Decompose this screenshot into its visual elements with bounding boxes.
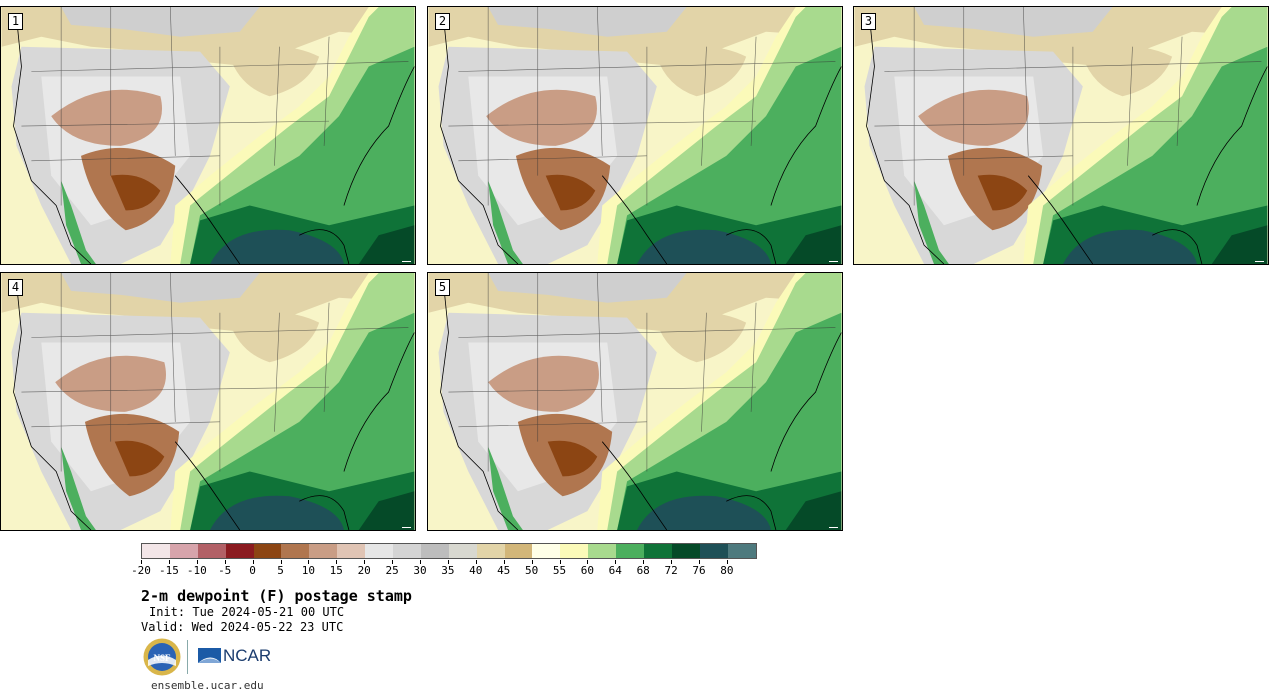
colorbar-tick-label: 5 xyxy=(277,564,284,577)
dewpoint-map-2 xyxy=(428,7,842,264)
colorbar-tick-label: 40 xyxy=(469,564,483,577)
dewpoint-map-4 xyxy=(1,273,415,530)
colorbar-tick xyxy=(141,560,142,564)
colorbar-tick-label: 30 xyxy=(413,564,427,577)
colorbar-tick xyxy=(503,560,505,564)
colorbar-tick-label: 64 xyxy=(608,564,622,577)
postage-stamp-panel-4: 4 xyxy=(0,272,416,531)
dewpoint-map-1 xyxy=(1,7,415,264)
panel-number: 1 xyxy=(8,13,23,30)
colorbar-swatch xyxy=(393,544,421,558)
nsf-logo-icon: NSF xyxy=(143,638,181,676)
colorbar-tick xyxy=(699,560,700,564)
colorbar-tick xyxy=(726,560,728,564)
colorbar-swatch xyxy=(337,544,366,558)
panel-number: 4 xyxy=(8,279,23,296)
logo-divider xyxy=(187,640,188,674)
colorbar-tick xyxy=(196,560,198,564)
colorbar-tick-label: 25 xyxy=(385,564,399,577)
colorbar-tick-label: 20 xyxy=(357,564,371,577)
colorbar-tick-label: 35 xyxy=(441,564,455,577)
colorbar-tick-label: 72 xyxy=(664,564,678,577)
colorbar-tick-label: -20 xyxy=(131,564,151,577)
colorbar-tick xyxy=(308,560,310,564)
postage-stamp-panel-5: 5 xyxy=(427,272,843,531)
colorbar-swatch xyxy=(420,544,449,558)
colorbar-swatch xyxy=(169,544,198,558)
colorbar-tick-label: 45 xyxy=(497,564,511,577)
colorbar-tick xyxy=(671,560,673,564)
colorbar-tick-label: 76 xyxy=(692,564,706,577)
colorbar-tick-label: -5 xyxy=(218,564,232,577)
colorbar-swatch xyxy=(309,544,338,558)
dewpoint-map-3 xyxy=(854,7,1268,264)
colorbar-tick-label: 50 xyxy=(524,564,539,577)
panel-number: 5 xyxy=(435,279,450,296)
valid-time: Valid: Wed 2024-05-22 23 UTC xyxy=(141,620,344,634)
colorbar-tick-label: 15 xyxy=(329,564,343,577)
postage-stamp-panel-2: 2 xyxy=(427,6,843,265)
postage-stamp-panel-3: 3 xyxy=(853,6,1269,265)
colorbar-swatch xyxy=(532,544,561,558)
panel-number: 2 xyxy=(435,13,450,30)
colorbar-tick-label: -15 xyxy=(158,564,179,577)
colorbar-tick xyxy=(447,560,449,564)
colorbar-tick xyxy=(643,560,645,564)
colorbar-tick xyxy=(252,560,254,564)
colorbar-swatch xyxy=(281,544,310,558)
colorbar-ticks: -20 -15 -10 -5 0 5 10 15 20 25 30 35 40 45 50 55 60 64 68 7… xyxy=(0,560,800,580)
colorbar-swatch xyxy=(504,544,533,558)
colorbar-swatch xyxy=(476,544,505,558)
colorbar-tick-label: 68 xyxy=(636,564,650,577)
colorbar-tick xyxy=(587,560,589,564)
colorbar-tick xyxy=(364,560,366,564)
colorbar-swatch xyxy=(448,544,477,558)
colorbar-tick-label: 0 xyxy=(249,564,256,577)
website-url: ensemble.ucar.edu xyxy=(151,679,264,692)
colorbar-swatch xyxy=(365,544,394,558)
svg-text:NSF: NSF xyxy=(153,653,171,663)
colorbar-tick xyxy=(280,560,282,564)
colorbar-tick xyxy=(224,560,226,564)
colorbar-tick-label: -10 xyxy=(186,564,207,577)
colorbar-swatch xyxy=(588,544,617,558)
colorbar-swatch xyxy=(142,544,170,558)
init-time: Init: Tue 2024-05-21 00 UTC xyxy=(149,605,345,619)
colorbar-tick xyxy=(392,560,394,564)
colorbar xyxy=(141,543,757,559)
colorbar-tick xyxy=(336,560,338,564)
colorbar-swatch xyxy=(671,544,700,558)
ncar-logo-icon xyxy=(198,648,221,663)
dewpoint-map-5 xyxy=(428,273,842,530)
colorbar-swatch xyxy=(616,544,645,558)
postage-stamp-panel-1: 1 xyxy=(0,6,416,265)
colorbar-tick-label: 10 xyxy=(301,564,316,577)
colorbar-swatch xyxy=(644,544,672,558)
colorbar-swatch xyxy=(727,544,756,558)
ncar-logo-text: NCAR xyxy=(223,646,272,665)
colorbar-swatch xyxy=(560,544,589,558)
colorbar-swatch xyxy=(699,544,728,558)
panel-number: 3 xyxy=(861,13,876,30)
colorbar-tick xyxy=(475,560,477,564)
colorbar-tick xyxy=(615,560,617,564)
colorbar-tick xyxy=(420,560,421,564)
product-title: 2-m dewpoint (F) postage stamp xyxy=(141,587,412,605)
colorbar-swatch xyxy=(197,544,226,558)
colorbar-tick xyxy=(168,560,170,564)
colorbar-tick-label: 55 xyxy=(552,564,567,577)
colorbar-tick-label: 60 xyxy=(580,564,595,577)
colorbar-tick-label: 80 xyxy=(720,564,734,577)
colorbar-tick xyxy=(531,560,533,564)
colorbar-swatch xyxy=(253,544,282,558)
colorbar-tick xyxy=(559,560,561,564)
colorbar-swatch xyxy=(225,544,254,558)
